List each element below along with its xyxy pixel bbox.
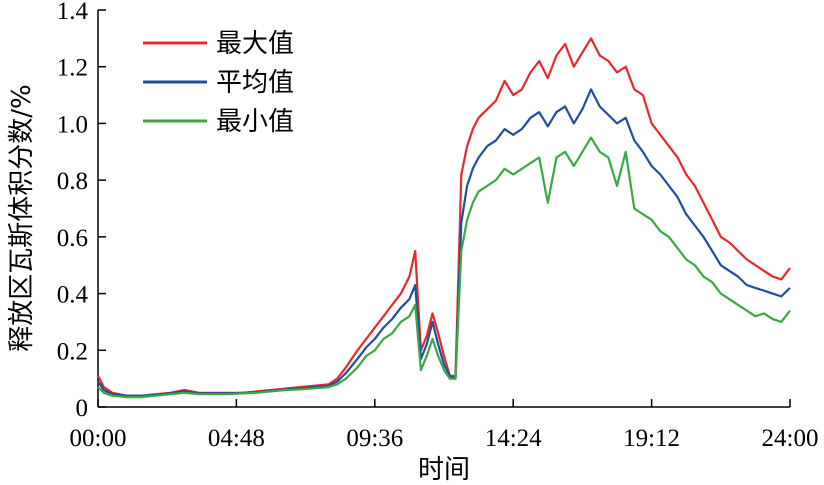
series-line-min (97, 136, 791, 399)
y-tick-label: 0.6 (57, 225, 88, 252)
legend: 最大值 平均值 最小值 (143, 29, 294, 137)
legend-item-max: 最大值 (143, 29, 294, 59)
series-lines (97, 37, 791, 399)
series-line-avg (97, 88, 791, 397)
y-tick-label: 1.4 (57, 0, 89, 25)
series-line-max (97, 37, 791, 397)
x-tick-label: 04:48 (208, 425, 265, 452)
x-ticks: 00:00 04:48 09:36 14:24 19:12 24:00 (70, 399, 819, 452)
legend-label-min: 最小值 (216, 107, 294, 137)
y-tick-label: 0 (76, 395, 89, 422)
legend-label-max: 最大值 (216, 29, 294, 59)
legend-label-avg: 平均值 (216, 68, 294, 98)
y-tick-label: 1.2 (57, 55, 88, 82)
y-tick-label: 0.2 (57, 338, 88, 365)
y-tick-label: 1.0 (57, 111, 88, 138)
legend-item-min: 最小值 (143, 107, 294, 137)
y-tick-label: 0.4 (57, 282, 89, 309)
x-tick-label: 24:00 (762, 425, 819, 452)
x-tick-label: 14:24 (485, 425, 542, 452)
x-tick-label: 00:00 (70, 425, 127, 452)
y-ticks: 0 0.2 0.4 0.6 0.8 1.0 1.2 1.4 (57, 0, 106, 422)
plot-area: 0 0.2 0.4 0.6 0.8 1.0 1.2 1.4 00:00 04:48 09:36 14… (57, 0, 819, 452)
legend-item-avg: 平均值 (143, 68, 294, 98)
y-axis-title: 释放区瓦斯体积分数/% (7, 84, 37, 351)
x-tick-label: 19:12 (623, 425, 680, 452)
x-tick-label: 09:36 (346, 425, 403, 452)
x-axis-title: 时间 (418, 455, 470, 485)
y-tick-label: 0.8 (57, 168, 88, 195)
